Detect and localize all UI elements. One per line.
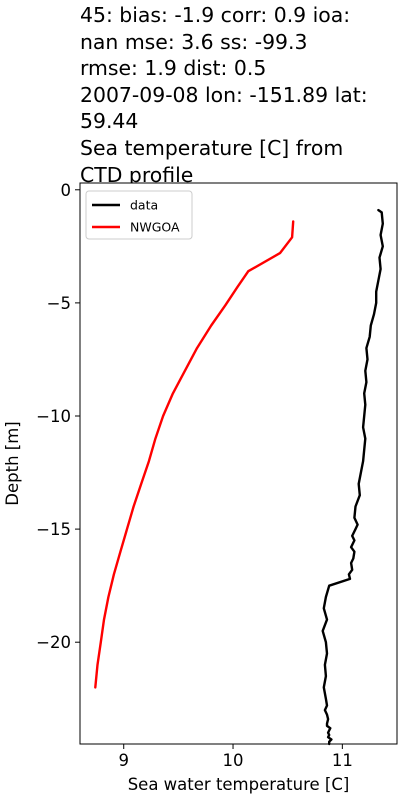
title-line: 45: bias: -1.9 corr: 0.9 ioa: bbox=[80, 3, 351, 27]
plot-frame bbox=[79, 182, 398, 745]
y-tick-label: −10 bbox=[36, 407, 71, 426]
x-tick-label: 10 bbox=[223, 751, 244, 770]
plot-background bbox=[80, 183, 397, 744]
series-line-data bbox=[321, 208, 384, 746]
series-layer bbox=[94, 208, 384, 746]
legend-label: data bbox=[130, 198, 158, 213]
title-line: rmse: 1.9 dist: 0.5 bbox=[80, 56, 267, 81]
y-axis-label: Depth [m] bbox=[3, 421, 22, 505]
title-line: Sea temperature [C] from bbox=[80, 135, 344, 160]
legend-label: NWGOA bbox=[130, 220, 180, 235]
y-tick-label: −15 bbox=[36, 520, 71, 539]
y-tick-label: 0 bbox=[61, 181, 72, 200]
title-line: 2007-09-08 lon: -151.89 lat: bbox=[80, 82, 368, 107]
axes-layer: 9 10 11 0 −5 −10 −15 −20 bbox=[36, 181, 398, 770]
x-tick-label: 11 bbox=[332, 751, 353, 770]
x-tick-label: 9 bbox=[118, 751, 129, 770]
plot-area bbox=[80, 183, 397, 744]
title-line: nan mse: 3.6 ss: -99.3 bbox=[80, 29, 308, 54]
y-tick-label: −20 bbox=[36, 633, 71, 652]
legend: data NWGOA bbox=[85, 190, 193, 240]
title-line: 59.44 bbox=[80, 109, 139, 134]
y-tick-label: −5 bbox=[47, 294, 71, 313]
series-line-nwgoa bbox=[94, 220, 295, 689]
chart-title: 45: bias: -1.9 corr: 0.9 ioa: nan mse: 3.… bbox=[80, 2, 398, 188]
x-axis-label: Sea water temperature [C] bbox=[128, 775, 350, 794]
